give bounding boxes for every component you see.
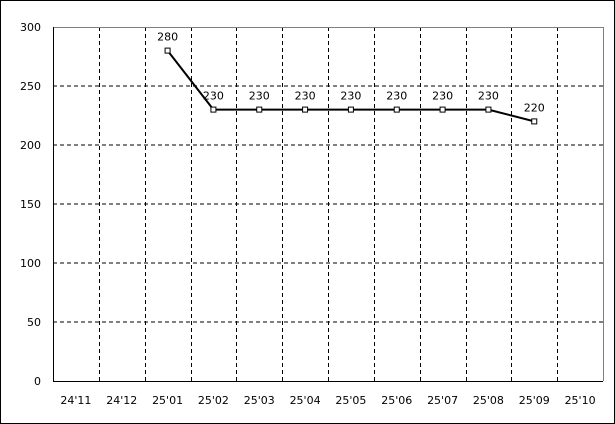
- data-label: 280: [157, 31, 178, 44]
- data-point-marker: [302, 106, 309, 113]
- data-point-marker: [393, 106, 400, 113]
- y-tick-label: 250: [20, 80, 41, 93]
- data-point-marker: [210, 106, 217, 113]
- y-tick-label: 50: [27, 316, 41, 329]
- x-tick-label: 25'06: [381, 394, 412, 407]
- data-point-marker: [347, 106, 354, 113]
- x-tick-label: 25'05: [335, 394, 366, 407]
- x-tick-label: 25'03: [244, 394, 275, 407]
- x-tick-label: 25'02: [198, 394, 229, 407]
- x-tick-label: 25'10: [565, 394, 596, 407]
- data-label: 230: [340, 90, 361, 103]
- data-point-marker: [439, 106, 446, 113]
- x-tick-label: 25'07: [427, 394, 458, 407]
- data-label: 230: [203, 90, 224, 103]
- x-tick-label: 25'09: [519, 394, 550, 407]
- data-label: 230: [386, 90, 407, 103]
- data-label: 230: [478, 90, 499, 103]
- y-tick-label: 200: [20, 139, 41, 152]
- x-tick-label: 24'12: [106, 394, 137, 407]
- data-point-marker: [485, 106, 492, 113]
- y-tick-label: 100: [20, 257, 41, 270]
- data-label: 230: [432, 90, 453, 103]
- data-label: 220: [524, 101, 545, 114]
- x-tick-label: 25'08: [473, 394, 504, 407]
- data-point-marker: [256, 106, 263, 113]
- data-point-marker: [164, 47, 171, 54]
- y-tick-label: 300: [20, 21, 41, 34]
- x-tick-label: 25'04: [290, 394, 321, 407]
- y-tick-label: 0: [34, 375, 41, 388]
- data-point-marker: [531, 118, 538, 125]
- y-tick-label: 150: [20, 198, 41, 211]
- x-tick-label: 24'11: [60, 394, 91, 407]
- data-label: 230: [249, 90, 270, 103]
- data-label: 230: [295, 90, 316, 103]
- x-tick-label: 25'01: [152, 394, 183, 407]
